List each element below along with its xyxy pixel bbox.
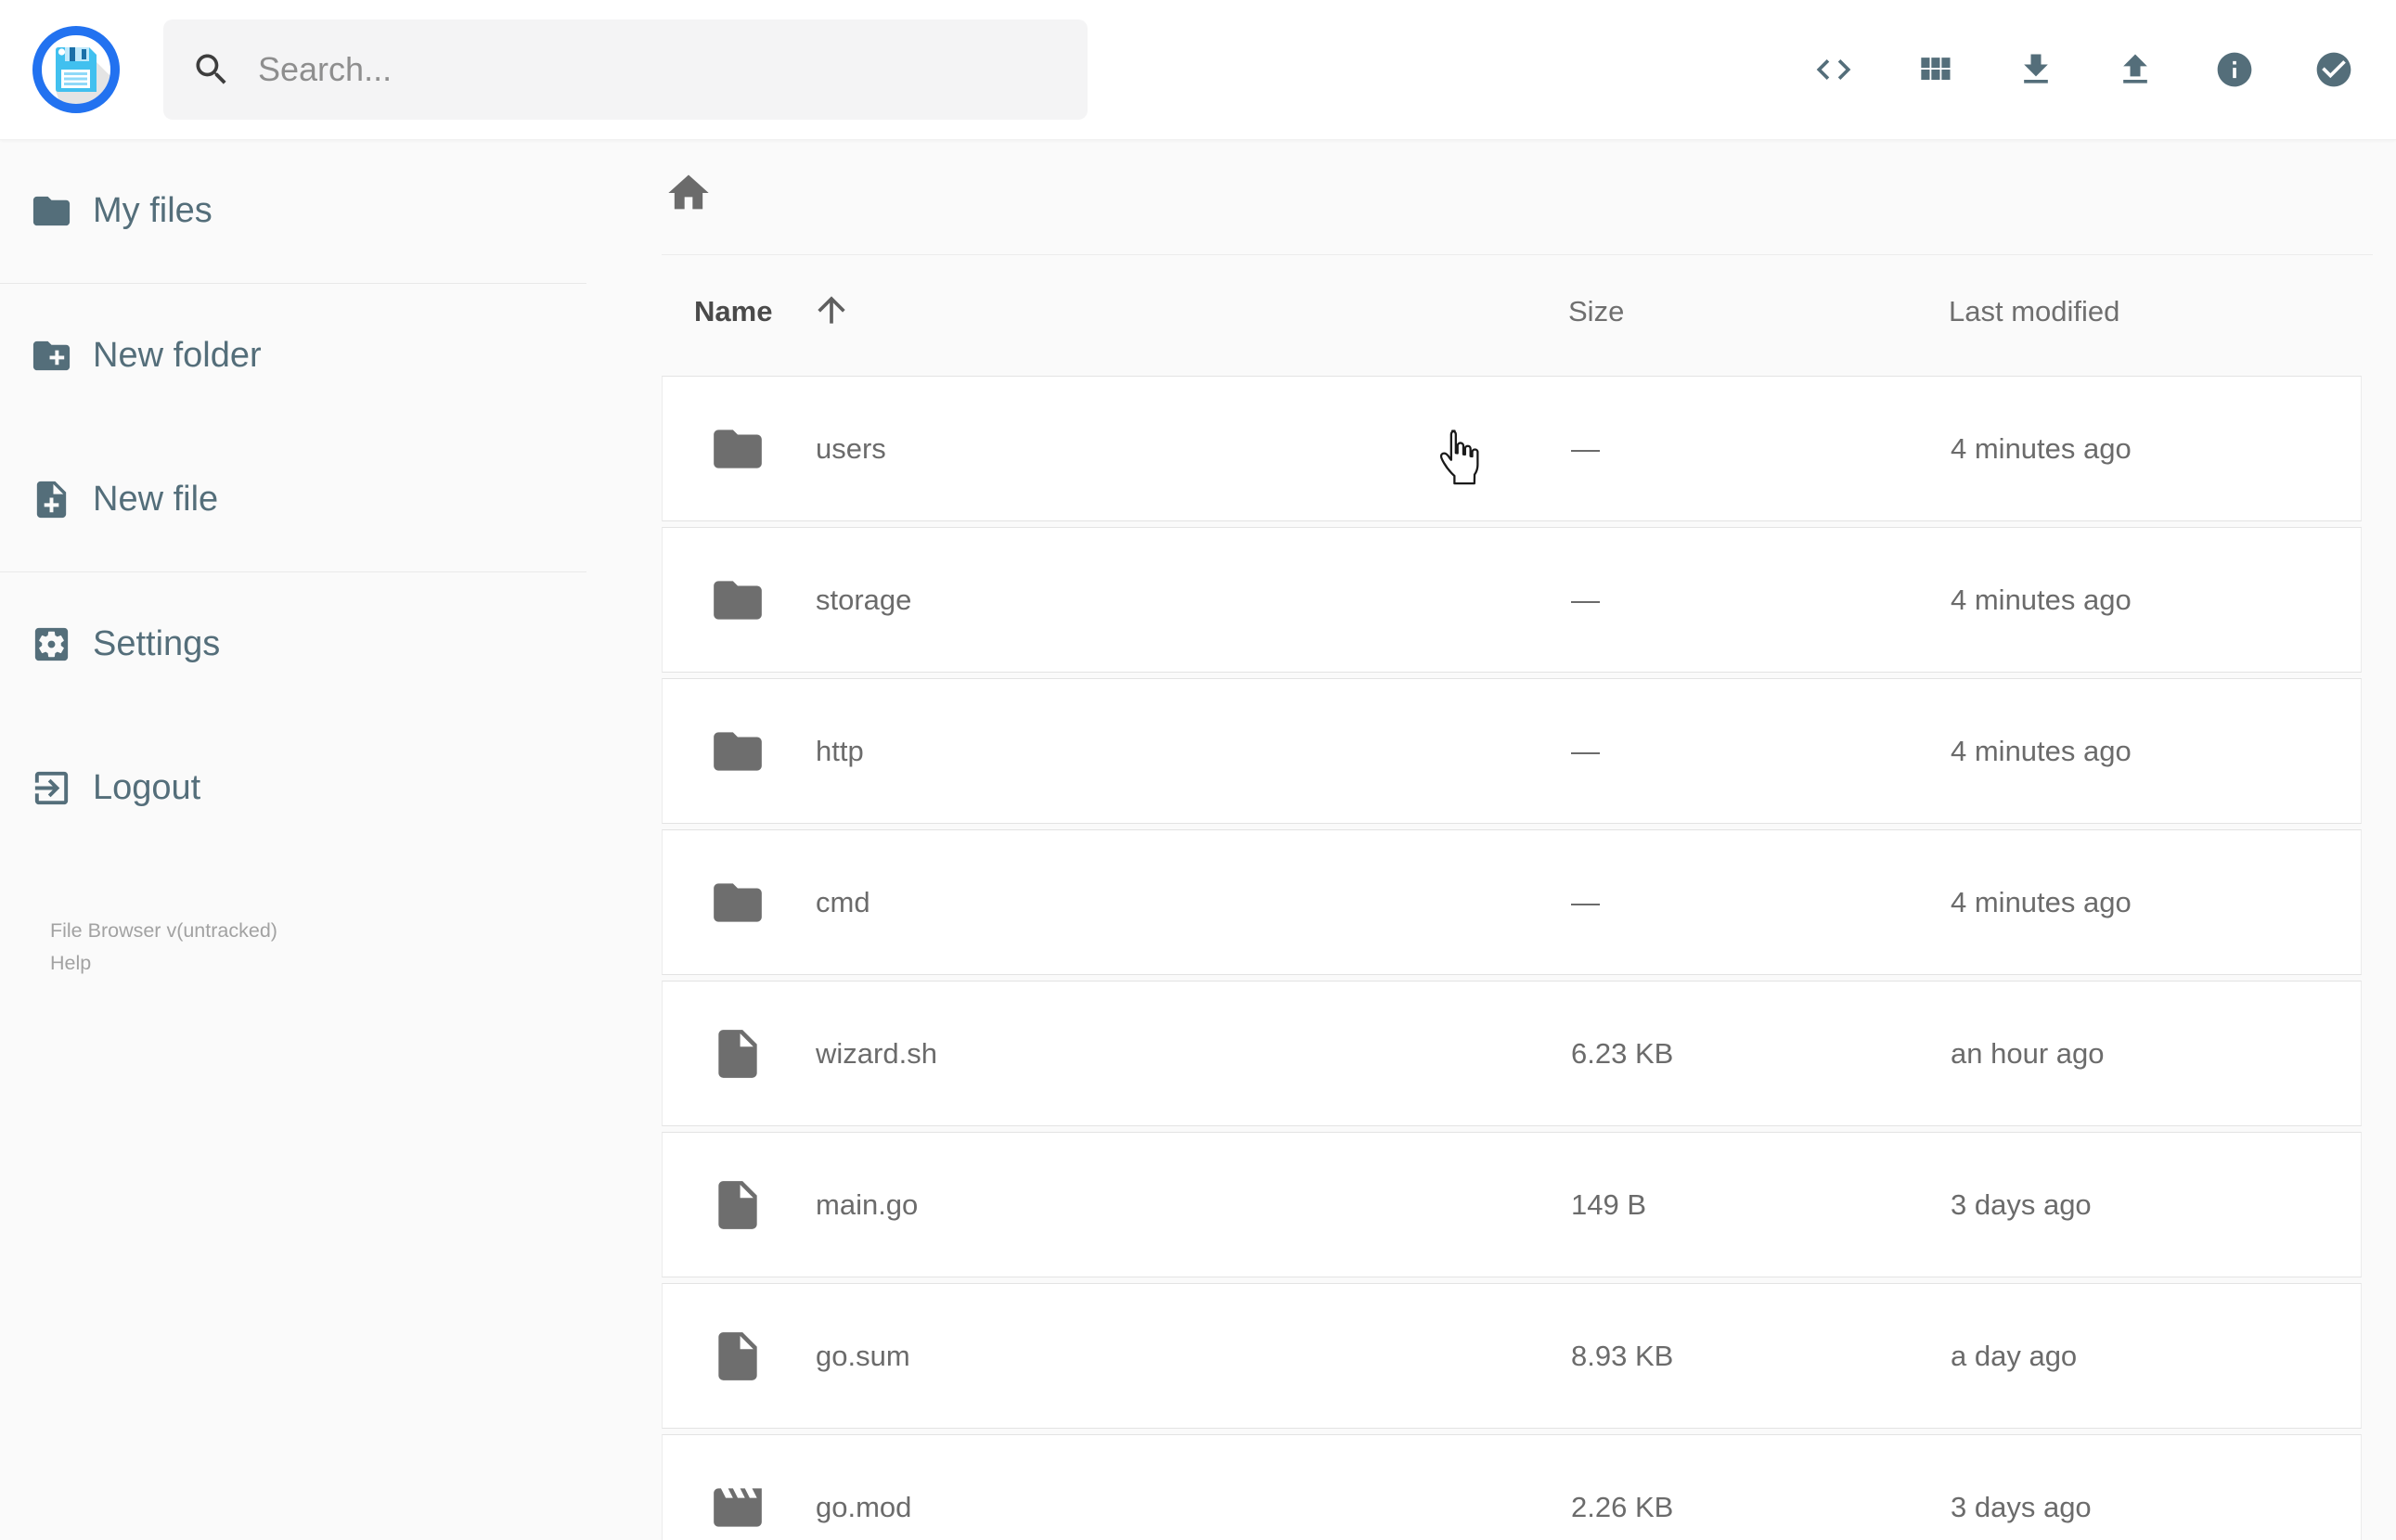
column-header-modified[interactable]: Last modified bbox=[1949, 295, 2120, 327]
sidebar-item-label: Settings bbox=[93, 624, 221, 663]
upload-button[interactable] bbox=[2115, 49, 2156, 90]
sidebar-item-my-files[interactable]: My files bbox=[0, 139, 586, 283]
file-modified: 3 days ago bbox=[1951, 1187, 2092, 1221]
help-link[interactable]: Help bbox=[50, 952, 92, 974]
file-size: 2.26 KB bbox=[1571, 1490, 1674, 1523]
file-size: — bbox=[1571, 885, 1600, 918]
sidebar-item-new-file[interactable]: New file bbox=[0, 428, 586, 571]
folder-icon bbox=[714, 429, 762, 468]
breadcrumb-home-button[interactable] bbox=[664, 169, 713, 217]
sidebar: My files New folder New file Settings bbox=[0, 139, 586, 974]
filebrowser-logo-icon[interactable] bbox=[30, 23, 122, 116]
column-header-name[interactable]: Name bbox=[694, 295, 773, 327]
download-icon bbox=[2024, 54, 2048, 83]
gear-icon bbox=[34, 627, 69, 661]
file-size: 8.93 KB bbox=[1571, 1339, 1674, 1372]
file-size: 149 B bbox=[1571, 1187, 1647, 1221]
file-modified: 3 days ago bbox=[1951, 1490, 2092, 1523]
listing-row[interactable]: main.go 149 B 3 days ago bbox=[662, 1132, 2362, 1277]
folder-icon bbox=[714, 580, 762, 620]
file-modified: an hour ago bbox=[1951, 1036, 2105, 1070]
movie-icon bbox=[714, 1487, 762, 1527]
file-modified: 4 minutes ago bbox=[1951, 583, 2132, 616]
search-input[interactable] bbox=[256, 49, 1088, 90]
folder-plus-icon bbox=[32, 340, 71, 371]
column-header-size[interactable]: Size bbox=[1568, 295, 1625, 327]
download-button[interactable] bbox=[2016, 49, 2056, 90]
arrow-up-icon[interactable] bbox=[811, 289, 852, 330]
info-button[interactable] bbox=[2214, 49, 2255, 90]
sidebar-item-label: New folder bbox=[93, 336, 262, 375]
file-size: — bbox=[1571, 431, 1600, 465]
info-icon bbox=[2217, 52, 2252, 87]
code-icon bbox=[1816, 59, 1851, 80]
search-bar bbox=[163, 19, 1088, 120]
listing-row[interactable]: cmd — 4 minutes ago bbox=[662, 829, 2362, 975]
sidebar-item-settings[interactable]: Settings bbox=[0, 572, 586, 716]
search-icon bbox=[196, 54, 226, 84]
file-icon bbox=[718, 1331, 757, 1380]
sidebar-divider bbox=[0, 283, 586, 284]
file-modified: 4 minutes ago bbox=[1951, 431, 2132, 465]
listing-row[interactable]: go.mod 2.26 KB 3 days ago bbox=[662, 1434, 2362, 1540]
file-name: go.mod bbox=[816, 1490, 912, 1523]
shell-toggle-button[interactable] bbox=[1813, 49, 1854, 90]
sidebar-credits: File Browser v(untracked) Help bbox=[50, 915, 277, 980]
sidebar-divider bbox=[0, 571, 586, 572]
header bbox=[0, 0, 2396, 140]
file-name: go.sum bbox=[816, 1339, 910, 1372]
switch-view-button[interactable] bbox=[1914, 49, 1955, 90]
breadcrumb-divider bbox=[662, 254, 2373, 255]
file-size: 6.23 KB bbox=[1571, 1036, 1674, 1070]
folder-icon bbox=[714, 882, 762, 922]
listing-row[interactable]: go.sum 8.93 KB a day ago bbox=[662, 1283, 2362, 1429]
logout-icon bbox=[34, 771, 69, 805]
home-icon bbox=[668, 174, 709, 210]
listing-row[interactable]: http — 4 minutes ago bbox=[662, 678, 2362, 824]
check-circle-icon bbox=[2316, 52, 2351, 87]
sidebar-item-new-folder[interactable]: New folder bbox=[0, 284, 586, 428]
sidebar-item-label: New file bbox=[93, 480, 219, 519]
file-icon bbox=[718, 1029, 757, 1078]
version-link[interactable]: File Browser v(untracked) bbox=[50, 919, 277, 942]
file-size: — bbox=[1571, 734, 1600, 767]
listing-row[interactable]: users — 4 minutes ago bbox=[662, 376, 2362, 521]
grid-view-icon bbox=[1921, 58, 1951, 80]
sidebar-item-logout[interactable]: Logout bbox=[0, 716, 586, 860]
upload-icon bbox=[2123, 54, 2147, 83]
file-name: wizard.sh bbox=[816, 1036, 937, 1070]
folder-icon bbox=[714, 731, 762, 771]
file-name: storage bbox=[816, 583, 912, 616]
file-modified: 4 minutes ago bbox=[1951, 885, 2132, 918]
file-icon bbox=[718, 1180, 757, 1229]
file-modified: a day ago bbox=[1951, 1339, 2078, 1372]
select-multiple-button[interactable] bbox=[2313, 49, 2354, 90]
sidebar-item-label: My files bbox=[93, 191, 213, 230]
listing-row[interactable]: wizard.sh 6.23 KB an hour ago bbox=[662, 981, 2362, 1126]
sidebar-item-label: Logout bbox=[93, 768, 201, 807]
file-listing: users — 4 minutes ago storage — 4 minute… bbox=[662, 376, 2362, 1540]
file-name: users bbox=[816, 431, 886, 465]
file-plus-icon bbox=[36, 481, 67, 519]
file-name: http bbox=[816, 734, 864, 767]
folder-icon bbox=[32, 196, 71, 226]
listing-row[interactable]: storage — 4 minutes ago bbox=[662, 527, 2362, 673]
file-modified: 4 minutes ago bbox=[1951, 734, 2132, 767]
file-name: main.go bbox=[816, 1187, 919, 1221]
file-name: cmd bbox=[816, 885, 870, 918]
file-size: — bbox=[1571, 583, 1600, 616]
